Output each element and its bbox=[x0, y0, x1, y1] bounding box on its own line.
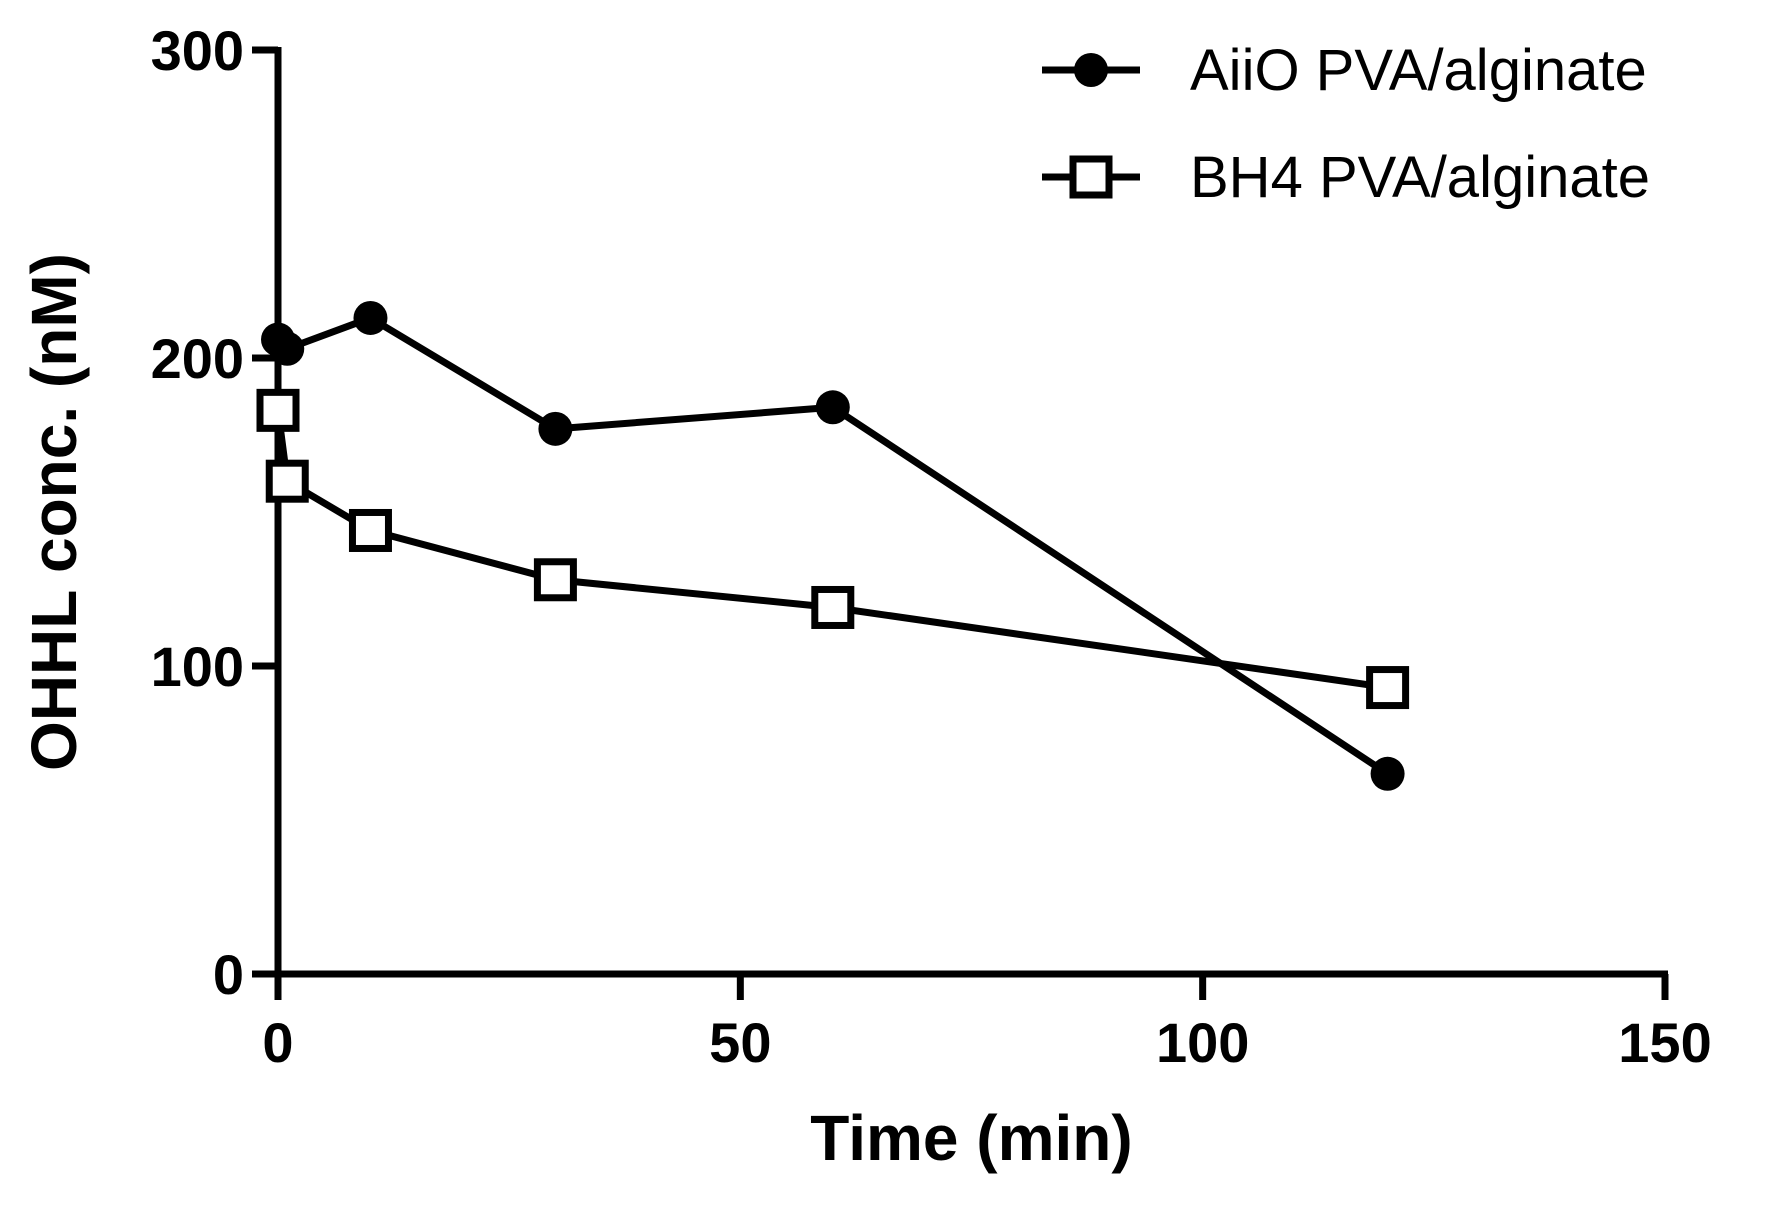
series-line bbox=[274, 409, 1389, 692]
y-axis-ticks: 0 100 200 300 bbox=[151, 19, 278, 1006]
legend-label: BH4 PVA/alginate bbox=[1190, 145, 1650, 210]
legend-label: AiiO PVA/alginate bbox=[1190, 38, 1647, 103]
legend-marker-square bbox=[1069, 155, 1113, 199]
data-point-circle bbox=[1370, 756, 1405, 791]
data-point-square bbox=[348, 508, 392, 552]
data-point-square bbox=[533, 558, 577, 602]
x-tick-label: 100 bbox=[1156, 1011, 1249, 1074]
legend-marker-circle bbox=[1074, 53, 1108, 87]
series-1 bbox=[261, 300, 1405, 791]
data-point-circle bbox=[353, 300, 388, 335]
legend-item: BH4 PVA/alginate bbox=[1042, 145, 1650, 210]
y-axis-title: OHHL conc. (nM) bbox=[18, 253, 90, 771]
x-tick-label: 50 bbox=[709, 1011, 771, 1074]
data-point-circle bbox=[815, 390, 850, 425]
x-tick-label: 0 bbox=[262, 1011, 293, 1074]
y-tick-label: 0 bbox=[213, 943, 244, 1006]
data-point-square bbox=[256, 388, 300, 432]
series-line bbox=[275, 314, 1390, 777]
y-tick-label: 300 bbox=[151, 19, 244, 82]
data-point-circle bbox=[270, 331, 305, 366]
x-axis-title: Time (min) bbox=[810, 1102, 1132, 1174]
series-2 bbox=[256, 388, 1410, 710]
data-point-circle bbox=[538, 411, 573, 446]
data-point-square bbox=[1366, 666, 1410, 710]
axes: 0 100 200 300 0 50 100 150 bbox=[151, 19, 1712, 1074]
data-point-square bbox=[265, 459, 309, 503]
data-point-square bbox=[811, 585, 855, 629]
x-axis-ticks: 0 50 100 150 bbox=[262, 974, 1712, 1074]
x-tick-label: 150 bbox=[1618, 1011, 1711, 1074]
legend-item: AiiO PVA/alginate bbox=[1042, 38, 1647, 103]
y-tick-label: 100 bbox=[151, 635, 244, 698]
plot-series bbox=[256, 300, 1410, 791]
y-tick-label: 200 bbox=[151, 327, 244, 390]
legend: AiiO PVA/alginate BH4 PVA/alginate bbox=[1042, 38, 1650, 210]
